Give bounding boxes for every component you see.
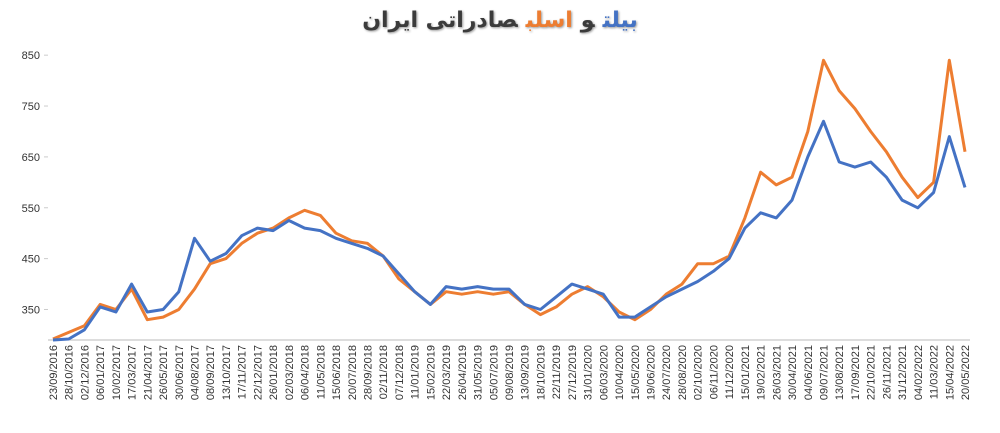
x-tick-label: 31/05/2019: [473, 345, 485, 400]
x-tick-label: 20/07/2018: [347, 345, 359, 400]
x-tick-label: 17/03/2017: [127, 345, 139, 400]
x-tick-label: 17/11/2017: [237, 345, 249, 399]
x-tick-label: 19/06/2020: [646, 345, 658, 400]
x-tick-label: 05/07/2019: [488, 345, 500, 400]
series-line: [52, 58, 967, 341]
x-tick-label: 18/10/2019: [535, 345, 547, 400]
x-tick-label: 28/08/2020: [677, 345, 689, 400]
x-tick-label: 02/03/2018: [284, 345, 296, 400]
x-tick-label: 22/11/2019: [551, 345, 563, 399]
x-tick-label: 07/12/2018: [394, 345, 406, 400]
x-tick-label: 31/12/2021: [897, 345, 909, 400]
x-tick-label: 30/04/2021: [787, 345, 799, 400]
x-tick-label: 06/04/2018: [300, 345, 312, 400]
x-tick-label: 22/10/2021: [866, 345, 878, 400]
x-tick-label: 02/12/2016: [79, 345, 91, 400]
x-tick-label: 10/02/2017: [111, 345, 123, 400]
x-tick-label: 11/01/2019: [410, 345, 422, 399]
x-tick-label: 11/05/2018: [315, 345, 327, 399]
x-tick-label: 26/11/2021: [881, 345, 893, 399]
x-tick-label: 13/09/2019: [520, 345, 532, 400]
x-tick-label: 15/05/2020: [630, 345, 642, 400]
x-tick-label: 02/11/2018: [378, 345, 390, 399]
y-tick-label: 350: [22, 304, 40, 316]
x-tick-label: 09/07/2021: [818, 345, 830, 400]
x-tick-label: 20/05/2022: [960, 345, 972, 400]
x-tick-label: 11/03/2022: [929, 345, 941, 399]
x-tick-label: 06/03/2020: [598, 345, 610, 400]
x-tick-label: 15/02/2019: [425, 345, 437, 400]
x-tick-label: 15/06/2018: [331, 345, 343, 400]
x-tick-label: 27/12/2019: [567, 345, 579, 400]
y-tick-label: 450: [22, 254, 40, 266]
x-tick-label: 28/10/2016: [64, 345, 76, 400]
x-tick-label: 04/08/2017: [190, 345, 202, 400]
x-tick-label: 04/02/2022: [913, 345, 925, 400]
chart-title: بیلت و اسلب صادراتی ایران: [0, 8, 1000, 33]
x-tick-label: 11/12/2020: [724, 345, 736, 399]
y-tick-label: 750: [22, 101, 40, 113]
x-tick-label: 30/06/2017: [174, 345, 186, 400]
title-series-1: اسلب: [525, 8, 573, 33]
y-tick-label: 850: [22, 50, 40, 62]
title-series-0: بیلت: [602, 8, 638, 33]
x-tick-label: 24/07/2020: [661, 345, 673, 400]
x-tick-label: 15/01/2021: [740, 345, 752, 400]
title-connector: و: [580, 8, 595, 33]
x-tick-label: 13/10/2017: [221, 345, 233, 400]
x-tick-label: 08/09/2017: [205, 345, 217, 400]
x-tick-label: 09/08/2019: [504, 345, 516, 400]
x-tick-label: 04/06/2021: [803, 345, 815, 400]
x-tick-label: 31/01/2020: [583, 345, 595, 400]
x-tick-label: 02/10/2020: [693, 345, 705, 400]
x-tick-label: 10/04/2020: [614, 345, 626, 400]
x-tick-label: 15/04/2022: [944, 345, 956, 400]
x-tick-label: 23/09/2016: [48, 345, 60, 400]
y-tick-label: 650: [22, 152, 40, 164]
x-tick-label: 06/11/2020: [708, 345, 720, 399]
series-line: [52, 119, 967, 342]
x-tick-label: 26/05/2017: [158, 345, 170, 400]
title-rest: صادراتی ایران: [362, 8, 518, 33]
x-tick-label: 26/04/2019: [457, 345, 469, 400]
x-tick-label: 21/04/2017: [142, 345, 154, 400]
x-tick-label: 06/01/2017: [95, 345, 107, 400]
x-tick-label: 13/08/2021: [834, 345, 846, 400]
y-tick-label: 550: [22, 203, 40, 215]
x-tick-label: 26/01/2018: [268, 345, 280, 400]
x-tick-label: 26/03/2021: [771, 345, 783, 400]
x-tick-label: 22/12/2017: [252, 345, 264, 400]
x-tick-label: 17/09/2021: [850, 345, 862, 400]
x-tick-label: 22/03/2019: [441, 345, 453, 400]
x-tick-label: 19/02/2021: [756, 345, 768, 400]
x-tick-label: 28/09/2018: [362, 345, 374, 400]
